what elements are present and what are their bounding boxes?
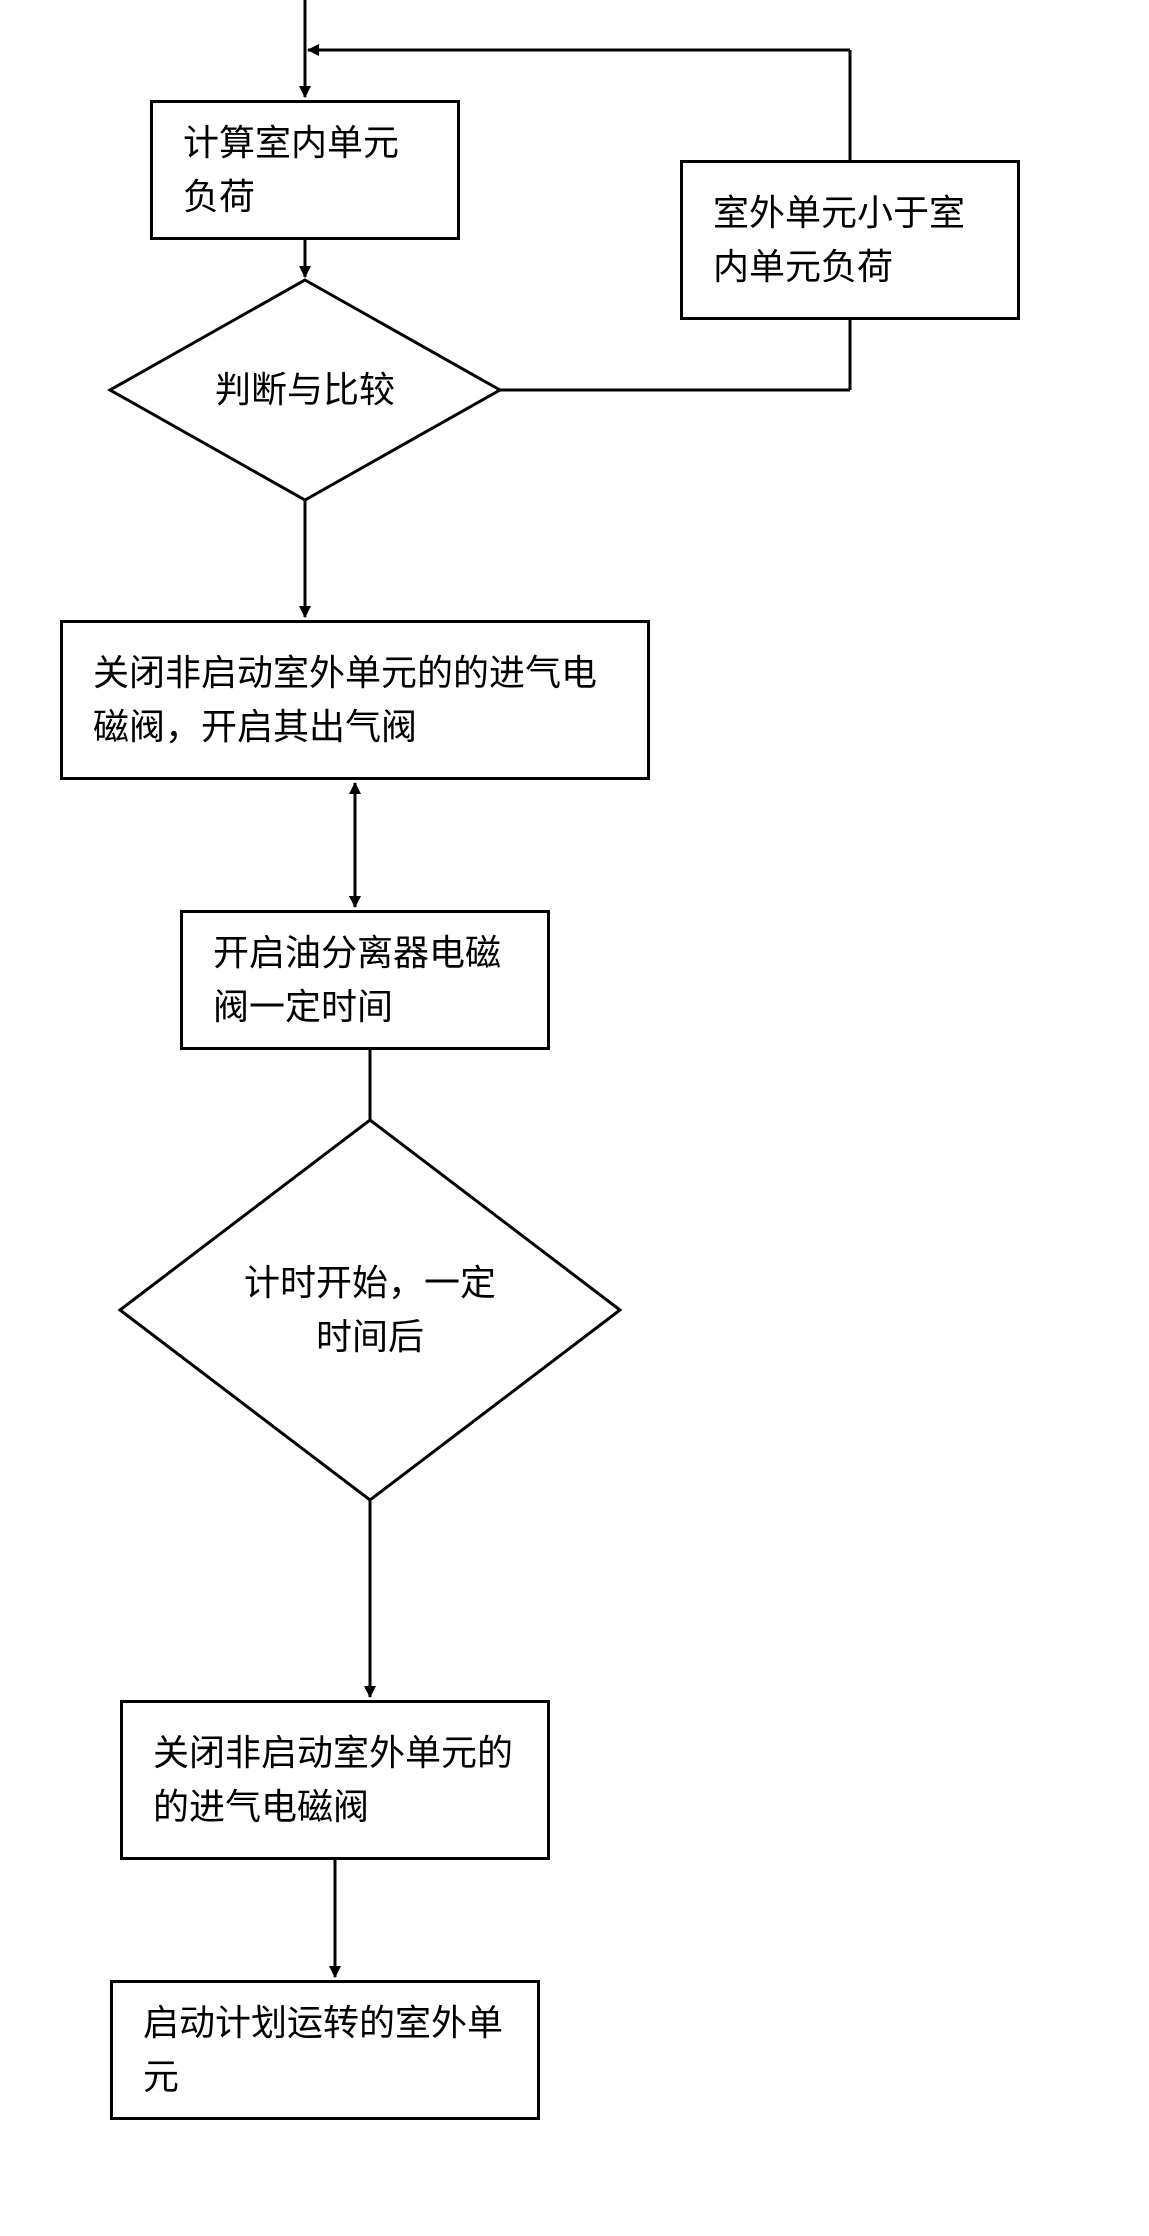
process-start-outdoor-unit: 启动计划运转的室外单元 xyxy=(110,1980,540,2120)
decision-compare: 判断与比较 xyxy=(110,280,500,500)
node-text: 关闭非启动室外单元的的进气电磁阀 xyxy=(153,1726,517,1834)
process-close-inlet-valve: 关闭非启动室外单元的的进气电磁阀 xyxy=(120,1700,550,1860)
node-text: 判断与比较 xyxy=(215,363,395,417)
process-close-valve-open-outlet: 关闭非启动室外单元的的进气电磁阀，开启其出气阀 xyxy=(60,620,650,780)
process-open-oil-separator: 开启油分离器电磁阀一定时间 xyxy=(180,910,550,1050)
node-text: 室外单元小于室内单元负荷 xyxy=(713,186,987,294)
node-text: 计算室内单元负荷 xyxy=(183,116,427,224)
node-text: 计时开始，一定时间后 xyxy=(240,1256,500,1364)
process-calculate-load: 计算室内单元负荷 xyxy=(150,100,460,240)
node-text: 关闭非启动室外单元的的进气电磁阀，开启其出气阀 xyxy=(93,646,617,754)
process-outdoor-less: 室外单元小于室内单元负荷 xyxy=(680,160,1020,320)
decision-timer: 计时开始，一定时间后 xyxy=(120,1120,620,1500)
node-text: 启动计划运转的室外单元 xyxy=(143,1996,507,2104)
flowchart-container: 计算室内单元负荷 判断与比较 室外单元小于室内单元负荷 关闭非启动室外单元的的进… xyxy=(0,0,1149,2236)
node-text: 开启油分离器电磁阀一定时间 xyxy=(213,926,517,1034)
